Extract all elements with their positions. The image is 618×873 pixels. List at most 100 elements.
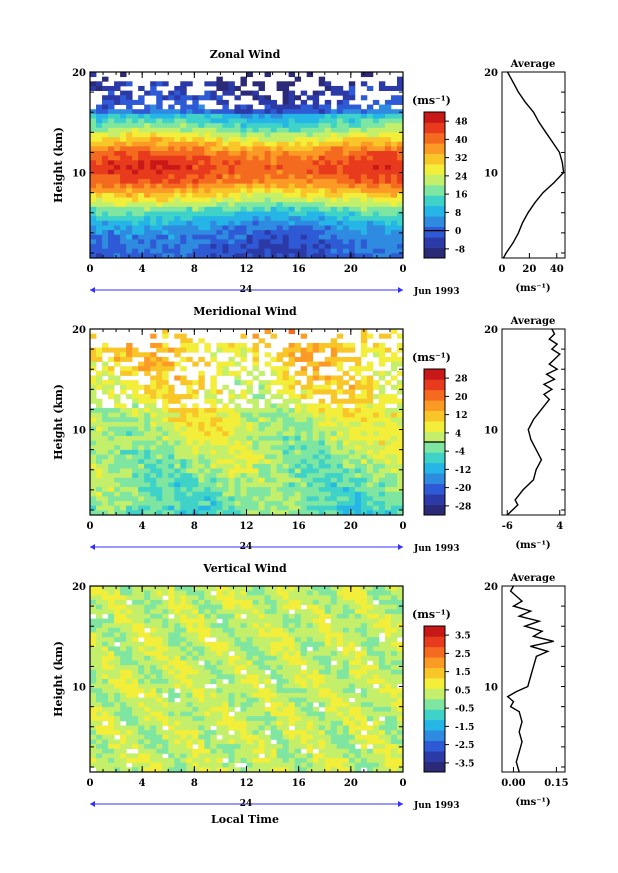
heatmap-cell xyxy=(180,127,187,133)
heatmap-cell xyxy=(120,165,127,171)
heatmap-cell xyxy=(366,595,374,601)
heatmap-cell xyxy=(180,375,187,381)
heatmap-cell xyxy=(174,646,181,652)
heatmap-cell xyxy=(312,505,320,511)
heatmap-cell xyxy=(156,137,163,143)
heatmap-cell xyxy=(234,435,241,441)
heatmap-cell xyxy=(366,468,374,474)
heatmap-cell xyxy=(162,394,169,400)
heatmap-cell xyxy=(168,426,175,432)
heatmap-cell xyxy=(252,501,259,507)
heatmap-cell xyxy=(330,435,338,441)
heatmap-cell xyxy=(372,99,380,105)
heatmap-cell xyxy=(108,389,115,395)
heatmap-cell xyxy=(330,123,338,129)
heatmap-cell xyxy=(186,347,193,353)
heatmap-cell xyxy=(258,426,265,432)
heatmap-cell xyxy=(144,595,151,601)
heatmap-cell xyxy=(180,104,187,110)
heatmap-cell xyxy=(390,613,398,619)
heatmap-cell xyxy=(336,178,344,184)
heatmap-cell xyxy=(354,660,362,666)
heatmap-cell xyxy=(342,220,350,226)
heatmap-cell xyxy=(138,118,145,124)
heatmap-cell xyxy=(102,683,109,689)
heatmap-cell xyxy=(168,197,175,203)
heatmap-cell xyxy=(294,123,302,129)
heatmap-cell xyxy=(264,482,271,488)
heatmap-cell xyxy=(276,412,284,418)
heatmap-cell xyxy=(336,220,344,226)
heatmap-cell xyxy=(360,132,368,138)
heatmap-cell xyxy=(102,123,109,129)
heatmap-cell xyxy=(210,632,217,638)
heatmap-cell xyxy=(120,192,127,198)
heatmap-cell xyxy=(144,510,151,516)
heatmap-cell xyxy=(180,651,187,657)
heatmap-cell xyxy=(270,99,277,105)
heatmap-cell xyxy=(150,225,157,231)
heatmap-cell xyxy=(252,155,259,161)
heatmap xyxy=(90,329,404,516)
heatmap-cell xyxy=(330,473,338,479)
heatmap-cell xyxy=(228,81,235,87)
heatmap-cell xyxy=(228,435,235,441)
heatmap-cell xyxy=(126,477,133,483)
heatmap-cell xyxy=(234,183,241,189)
heatmap-cell xyxy=(270,641,277,647)
heatmap-cell xyxy=(102,118,109,124)
heatmap-cell xyxy=(360,435,368,441)
heatmap-cell xyxy=(294,211,302,217)
heatmap-cell xyxy=(114,192,121,198)
heatmap-cell xyxy=(300,206,308,212)
profile-point xyxy=(556,343,558,345)
heatmap-cell xyxy=(312,132,320,138)
heatmap-cell xyxy=(102,454,109,460)
heatmap-cell xyxy=(336,435,344,441)
heatmap-cell xyxy=(144,244,151,250)
heatmap-cell xyxy=(288,104,296,110)
heatmap-cell xyxy=(330,174,338,180)
heatmap-cell xyxy=(96,248,103,254)
heatmap-cell xyxy=(228,463,235,469)
heatmap-cell xyxy=(102,146,109,152)
heatmap-cell xyxy=(372,627,380,633)
heatmap-cell xyxy=(162,206,169,212)
heatmap-cell xyxy=(390,141,398,147)
heatmap-cell xyxy=(150,449,157,455)
heatmap-cell xyxy=(192,426,199,432)
heatmap-cell xyxy=(222,637,229,643)
heatmap-cell xyxy=(138,487,145,493)
heatmap-cell xyxy=(126,595,133,601)
heatmap-cell xyxy=(348,609,356,615)
heatmap-cell xyxy=(318,431,326,437)
heatmap-cell xyxy=(360,188,368,194)
heatmap-cell xyxy=(96,347,103,353)
heatmap-cell xyxy=(210,183,217,189)
heatmap-cell xyxy=(228,211,235,217)
heatmap-cell xyxy=(144,683,151,689)
heatmap-cell xyxy=(300,347,308,353)
heatmap-cell xyxy=(120,637,127,643)
heatmap-cell xyxy=(150,253,157,259)
heatmap-cell xyxy=(204,408,211,414)
heatmap-cell xyxy=(258,449,265,455)
heatmap-cell xyxy=(210,454,217,460)
heatmap-cell xyxy=(258,160,265,166)
heatmap-cell xyxy=(216,463,223,469)
heatmap-cell xyxy=(348,586,356,592)
heatmap-cell xyxy=(204,239,211,245)
heatmap-cell xyxy=(162,174,169,180)
heatmap-cell xyxy=(144,225,151,231)
heatmap-cell xyxy=(204,412,211,418)
heatmap-cell xyxy=(216,440,223,446)
heatmap-cell xyxy=(264,627,271,633)
heatmap-cell xyxy=(258,477,265,483)
heatmap-cell xyxy=(156,178,163,184)
heatmap-cell xyxy=(264,412,271,418)
heatmap-cell xyxy=(282,225,290,231)
heatmap-cell xyxy=(372,632,380,638)
heatmap-cell xyxy=(120,679,127,685)
heatmap-cell xyxy=(216,491,223,497)
heatmap-cell xyxy=(342,216,350,222)
